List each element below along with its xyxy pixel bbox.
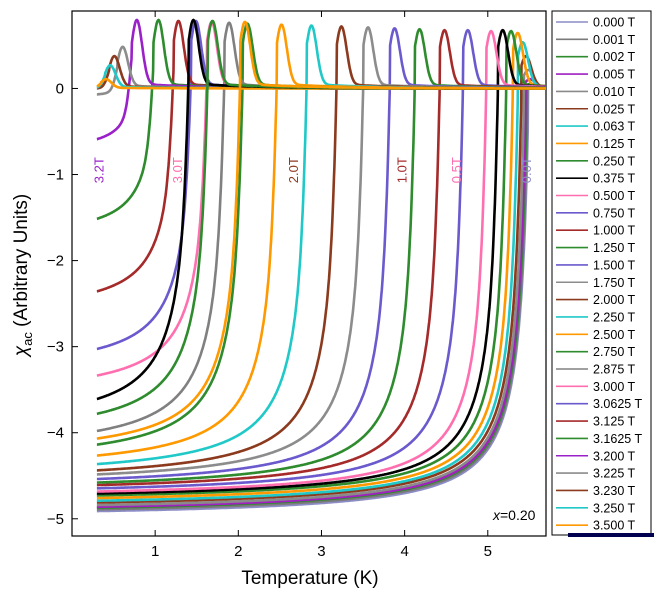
curve-label-3: 1.0T [394, 157, 409, 183]
legend-label-17: 2.250 T [593, 310, 636, 324]
x-tick-label-2: 3 [317, 543, 325, 560]
legend-label-8: 0.250 T [593, 154, 636, 168]
legend-label-20: 2.875 T [593, 363, 636, 377]
y-tick-label-3: −3 [47, 339, 64, 356]
curve-label-5: 0.0T [519, 157, 534, 183]
y-axis-title: χac (Arbitrary Units) [11, 194, 35, 358]
y-tick-label-2: −2 [47, 253, 64, 270]
legend-label-0: 0.000 T [593, 16, 636, 30]
curve-label-2: 2.0T [286, 157, 301, 183]
legend-label-11: 0.750 T [593, 206, 636, 220]
legend-label-9: 0.375 T [593, 172, 636, 186]
legend-shadow-bottom [568, 533, 654, 537]
plot-frame [71, 10, 547, 537]
annotation-variable: x [492, 507, 501, 523]
legend-label-15: 1.750 T [593, 276, 636, 290]
x-axis-title: Temperature (K) [241, 568, 378, 589]
y-tick-label-5: −5 [47, 511, 64, 528]
y-tick-label-1: −1 [47, 167, 64, 184]
legend-label-14: 1.500 T [593, 258, 636, 272]
legend-label-12: 1.000 T [593, 224, 636, 238]
legend-label-3: 0.005 T [593, 68, 636, 82]
series-curve-12 [96, 28, 546, 487]
legend-items: 0.000 T 0.001 T 0.002 T 0.005 T 0.010 T 0.025… [556, 16, 642, 533]
legend-label-23: 3.125 T [593, 415, 636, 429]
series-curve-9 [96, 28, 546, 495]
x-value-annotation: x=0.20 [492, 507, 536, 523]
legend-label-16: 2.000 T [593, 293, 636, 307]
series-curve-17 [96, 24, 546, 466]
legend-label-25: 3.200 T [593, 449, 636, 463]
series-curve-7 [96, 31, 546, 500]
legend-label-26: 3.225 T [593, 467, 636, 481]
legend-label-10: 0.500 T [593, 189, 636, 203]
curve-label-0: 3.2T [92, 157, 107, 183]
y-tick-label-4: −4 [47, 425, 64, 442]
y-axis-title-subscript: ac [20, 332, 35, 346]
ticks-group: 1 2 3 4 5 0 −1 −2 −3 −4 −5 [47, 11, 492, 560]
legend-label-6: 0.063 T [593, 120, 636, 134]
curve-label-1: 3.0T [170, 157, 185, 183]
legend-label-21: 3.000 T [593, 380, 636, 394]
legend-label-2: 0.002 T [593, 50, 636, 64]
legend-label-4: 0.010 T [593, 85, 636, 99]
legend-label-1: 0.001 T [593, 33, 636, 47]
series-curve-10 [96, 29, 546, 493]
legend-label-13: 1.250 T [593, 241, 636, 255]
curve-label-4: 0.5T [449, 157, 464, 183]
y-axis-title-rest: (Arbitrary Units) [11, 194, 32, 332]
series-curve-23 [96, 19, 546, 293]
x-tick-label-4: 5 [484, 543, 492, 560]
legend-label-29: 3.500 T [593, 519, 636, 533]
x-tick-label-1: 2 [234, 543, 242, 560]
annotation-value: =0.20 [500, 507, 536, 523]
legend-label-28: 3.250 T [593, 501, 636, 515]
series-curve-4 [96, 68, 546, 507]
series-curve-5 [96, 54, 546, 504]
legend-label-24: 3.1625 T [593, 432, 642, 446]
y-axis-title-symbol: χ [11, 345, 32, 358]
series-curve-1 [96, 87, 546, 511]
legend-box [551, 10, 652, 536]
series-curve-11 [96, 28, 546, 490]
extra-curve-2 [96, 20, 546, 440]
y-tick-label-0: 0 [56, 80, 64, 97]
series-curve-16 [96, 25, 546, 472]
curves-group [96, 18, 546, 513]
series-curve-8 [96, 29, 546, 497]
series-curve-3 [96, 77, 546, 509]
series-curve-6 [96, 40, 546, 502]
legend-label-19: 2.750 T [593, 345, 636, 359]
legend-label-22: 3.0625 T [593, 397, 642, 411]
x-tick-label-3: 4 [400, 543, 408, 560]
legend-label-7: 0.125 T [593, 137, 636, 151]
legend-label-5: 0.025 T [593, 102, 636, 116]
legend: 0.000 T 0.001 T 0.002 T 0.005 T 0.010 T 0.025… [551, 10, 654, 537]
curve-labels-group: 3.2T 3.0T 2.0T 1.0T 0.5T 0.0T [92, 157, 534, 183]
legend-label-27: 3.230 T [593, 484, 636, 498]
x-tick-label-0: 1 [151, 543, 159, 560]
series-curve-24 [96, 18, 546, 221]
series-curve-0 [96, 87, 546, 513]
legend-label-18: 2.500 T [593, 328, 636, 342]
